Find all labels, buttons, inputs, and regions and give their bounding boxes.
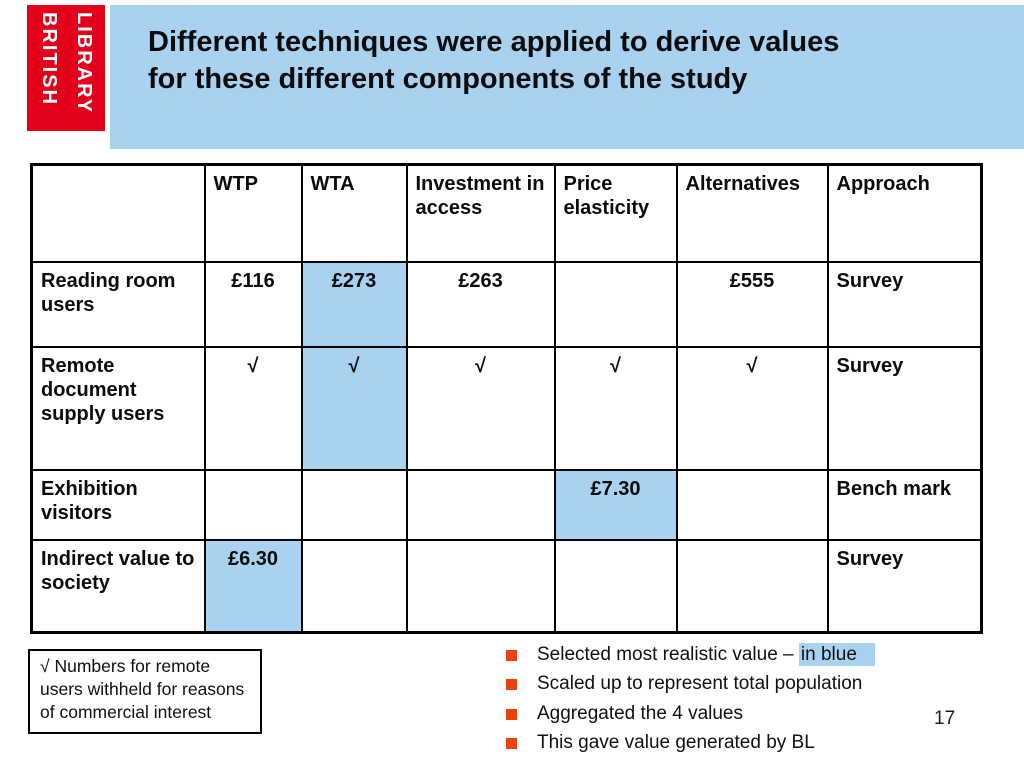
- cell-approach: Survey: [826, 345, 983, 471]
- cell-price-elasticity: √: [553, 345, 678, 471]
- row-label: Indirect value to society: [30, 538, 206, 634]
- header-approach: Approach: [826, 163, 983, 263]
- bullet-text-plain: Scaled up to represent total population: [537, 673, 863, 695]
- table-row-indirect-value-to-society: Indirect value to society £6.30 Survey: [30, 538, 983, 634]
- square-bullet-icon: [506, 738, 517, 750]
- commercial-interest-note-box: √ Numbers for remote users withheld for …: [28, 649, 262, 735]
- bullet-text-plain: Selected most realistic value –: [537, 644, 799, 665]
- header-empty: [30, 163, 206, 263]
- bullet-text-highlighted: in blue: [798, 643, 875, 666]
- cell-wta-highlighted: £273: [300, 260, 408, 348]
- cell-wtp: [203, 468, 303, 541]
- table-header-row: WTP WTA Investment in access Price elast…: [30, 163, 983, 263]
- cell-alternatives: √: [675, 345, 829, 471]
- bullet-item-aggregated: Aggregated the 4 values: [506, 703, 986, 725]
- cell-wta: [300, 468, 408, 541]
- bullet-text: Selected most realistic value – in blue: [537, 643, 875, 666]
- bullet-text-plain: This gave value generated by BL: [537, 732, 815, 754]
- cell-approach: Survey: [826, 260, 983, 348]
- cell-wta: [300, 538, 408, 634]
- slide-title-line2: for these different components of the st…: [148, 62, 748, 95]
- header-band: [110, 5, 1024, 149]
- cell-wta-highlighted: √: [300, 345, 408, 471]
- cell-investment: √: [405, 345, 556, 471]
- cell-approach: Survey: [826, 538, 983, 634]
- cell-investment: [405, 538, 556, 634]
- square-bullet-icon: [506, 679, 517, 691]
- cell-investment: [405, 468, 556, 541]
- british-library-logo: BRITISH LIBRARY: [27, 5, 105, 131]
- cell-price-elasticity: [553, 260, 678, 348]
- slide-title-line1: Different techniques were applied to der…: [148, 26, 840, 58]
- header-price-elasticity: Price elasticity: [553, 163, 678, 263]
- bullet-text: Scaled up to represent total population: [537, 673, 862, 695]
- cell-wtp: √: [203, 345, 303, 471]
- row-label: Reading room users: [30, 260, 206, 348]
- cell-approach: Bench mark: [826, 468, 983, 541]
- bullet-text-plain: Aggregated the 4 values: [537, 702, 743, 724]
- cell-wtp-highlighted: £6.30: [203, 538, 303, 634]
- table-wrapper: WTP WTA Investment in access Price elast…: [30, 163, 983, 634]
- bullet-text: Aggregated the 4 values: [537, 703, 743, 725]
- cell-wtp: £116: [203, 260, 303, 348]
- bullet-item-value-generated: This gave value generated by BL: [506, 732, 986, 754]
- cell-alternatives: £555: [675, 260, 829, 348]
- square-bullet-icon: [506, 650, 517, 661]
- cell-price-elasticity: [553, 538, 678, 634]
- slide-title: Different techniques were applied to der…: [148, 24, 988, 97]
- page-number: 17: [934, 708, 956, 729]
- row-label: Exhibition visitors: [30, 468, 206, 541]
- table-row-reading-room-users: Reading room users £116 £273 £263 £555 S…: [30, 260, 983, 348]
- header-wtp: WTP: [203, 163, 303, 263]
- bullet-text: This gave value generated by BL: [537, 732, 815, 754]
- cell-alternatives: [675, 538, 829, 634]
- square-bullet-icon: [506, 708, 517, 720]
- table-row-remote-document-supply-users: Remote document supply users √ √ √ √ √ S…: [30, 345, 983, 471]
- values-table: WTP WTA Investment in access Price elast…: [30, 163, 983, 634]
- logo-text: BRITISH LIBRARY: [38, 12, 95, 115]
- bullet-item-selected-value: Selected most realistic value – in blue: [506, 643, 986, 666]
- cell-investment: £263: [405, 260, 556, 348]
- table-row-exhibition-visitors: Exhibition visitors £7.30 Bench mark: [30, 468, 983, 541]
- note-text: √ Numbers for remote users withheld for …: [40, 656, 245, 723]
- header-investment-in-access: Investment in access: [405, 163, 556, 263]
- header-alternatives: Alternatives: [675, 163, 829, 263]
- header-wta: WTA: [300, 163, 408, 263]
- bullet-list: Selected most realistic value – in blue …: [506, 643, 986, 761]
- cell-price-elasticity-highlighted: £7.30: [553, 468, 678, 541]
- bullet-item-scaled-up: Scaled up to represent total population: [506, 673, 986, 695]
- row-label: Remote document supply users: [30, 345, 206, 471]
- cell-alternatives: [675, 468, 829, 541]
